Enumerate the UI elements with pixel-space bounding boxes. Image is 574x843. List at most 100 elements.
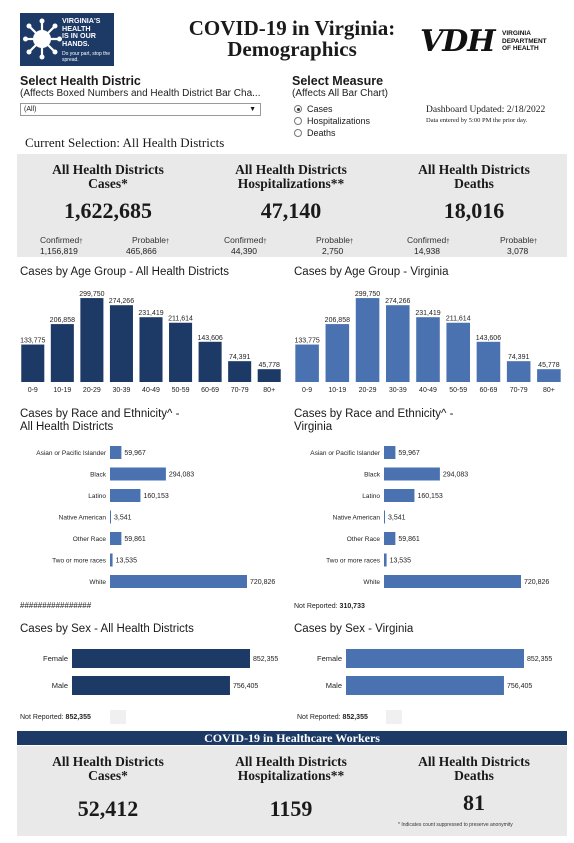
bar-value-label: 45,778 (538, 362, 560, 369)
sex-district-not-reported-swatch (110, 710, 126, 724)
race-district-note: ################ (20, 601, 92, 610)
category-label: Two or more races (52, 558, 107, 565)
stat-deaths-probable-label: Probable† (500, 235, 538, 245)
bar-two-or-more-races (110, 553, 113, 567)
bar-asian-or-pacific-islander (110, 446, 122, 459)
stat-cases-probable-value: 465,866 (126, 246, 157, 256)
measure-option-hospitalizations[interactable]: Hospitalizations (294, 115, 370, 127)
bar-40-49 (416, 317, 440, 382)
bar-value-label: 59,967 (398, 450, 420, 457)
bar-80+ (537, 369, 561, 382)
stat-hosp-probable-label: Probable† (316, 235, 354, 245)
bar-other-race (384, 532, 396, 545)
sex-va-not-reported: Not Reported: 852,355 (297, 714, 368, 721)
stat-cases-probable-label: Probable† (132, 235, 170, 245)
bar-value-label: 74,391 (229, 354, 251, 361)
bar-30-39 (385, 305, 410, 382)
x-tick-label: 40-49 (142, 387, 160, 394)
category-label: Latino (362, 493, 380, 500)
x-tick-label: 0-9 (28, 387, 38, 394)
category-label: White (89, 579, 106, 586)
bar-latino (110, 489, 141, 502)
bar-50-59 (169, 322, 193, 382)
bar-value-label: 720,826 (524, 579, 549, 586)
sex-va-title: Cases by Sex - Virginia (294, 623, 414, 635)
sex-district-title: Cases by Sex - All Health Districts (20, 623, 194, 635)
bar-0-9 (21, 344, 45, 382)
x-tick-label: 0-9 (302, 387, 312, 394)
bar-male (346, 676, 504, 695)
hcw-cases-value: 52,412 (77, 796, 139, 821)
bar-50-59 (446, 322, 471, 382)
virginia-health-logo: VIRGINIA'S HEALTH IS IN OUR HANDS. Do yo… (20, 13, 114, 66)
bar-male (72, 676, 230, 695)
measure-radio-group: Cases Hospitalizations Deaths (294, 103, 370, 139)
age-va-title: Cases by Age Group - Virginia (294, 266, 449, 278)
bar-value-label: 299,750 (355, 291, 380, 298)
stat-cases-confirmed-value: 1,156,819 (40, 246, 78, 256)
bar-native-american (384, 510, 385, 524)
x-tick-label: 50-59 (172, 387, 190, 394)
bar-value-label: 3,541 (388, 515, 406, 522)
bar-value-label: 852,355 (253, 656, 278, 663)
measure-filter-title: Select Measure (292, 74, 384, 88)
measure-option-cases[interactable]: Cases (294, 103, 370, 115)
bar-black (384, 467, 440, 481)
category-label: Female (317, 654, 342, 663)
stat-hosp-confirmed-value: 44,390 (231, 246, 257, 256)
stat-hosp-confirmed-label: Confirmed† (224, 235, 267, 245)
stat-cases-title: All Health Districts Cases* (52, 162, 164, 191)
bar-40-49 (139, 317, 163, 382)
x-tick-label: 20-29 (359, 387, 377, 394)
category-label: Male (326, 681, 342, 690)
healthcare-band-title: COVID-19 in Healthcare Workers (17, 731, 567, 745)
bar-value-label: 720,826 (250, 579, 275, 586)
vdh-department: VIRGINIA DEPARTMENT OF HEALTH (502, 30, 547, 52)
hcw-hosp-value: 1159 (269, 796, 313, 821)
bar-value-label: 13,535 (390, 558, 412, 565)
x-tick-label: 50-59 (449, 387, 467, 394)
bar-value-label: 160,153 (143, 493, 168, 500)
page-title: COVID-19 in Virginia: Demographics (188, 16, 396, 61)
bar-value-label: 274,266 (109, 298, 134, 305)
bar-asian-or-pacific-islander (384, 446, 396, 459)
measure-option-deaths[interactable]: Deaths (294, 127, 370, 139)
bar-white (110, 575, 247, 588)
sex-district-chart: Female 852,355 Male 756,405 (43, 649, 278, 695)
category-label: Asian or Pacific Islander (310, 450, 381, 457)
bar-value-label: 143,606 (197, 335, 222, 342)
x-tick-label: 20-29 (83, 387, 101, 394)
bar-value-label: 59,967 (124, 450, 146, 457)
sex-district-not-reported: Not Reported: 852,355 (20, 714, 91, 721)
bar-value-label: 231,419 (415, 310, 440, 317)
logo-text: VIRGINIA'S HEALTH IS IN OUR HANDS. (62, 16, 101, 48)
hcw-cases-title: All Health Districts Cases* (52, 754, 164, 783)
x-tick-label: 30-39 (112, 387, 130, 394)
category-label: White (363, 579, 380, 586)
bar-80+ (257, 369, 281, 382)
hcw-deaths-title: All Health Districts Deaths (418, 754, 530, 783)
race-district-chart: Asian or Pacific Islander 59,967 Black 294,… (36, 446, 275, 588)
bar-10-19 (325, 324, 350, 382)
district-select[interactable]: (All) ▼ (20, 103, 261, 116)
category-label: Other Race (347, 536, 381, 543)
stat-deaths-confirmed-label: Confirmed† (407, 235, 450, 245)
x-tick-label: 10-19 (53, 387, 71, 394)
bar-white (384, 575, 521, 588)
hcw-deaths-value: 81 (463, 790, 485, 815)
x-tick-label: 80+ (543, 387, 555, 394)
stat-hosp-value: 47,140 (260, 198, 322, 223)
dashboard-updated: Dashboard Updated: 2/18/2022 (426, 105, 546, 115)
race-va-chart: Asian or Pacific Islander 59,967 Black 294,… (310, 446, 549, 588)
summary-panel (17, 154, 567, 257)
stat-cases-value: 1,622,685 (64, 198, 152, 223)
stat-deaths-confirmed-value: 14,938 (414, 246, 440, 256)
x-tick-label: 10-19 (328, 387, 346, 394)
x-tick-label: 70-79 (510, 387, 528, 394)
x-tick-label: 30-39 (389, 387, 407, 394)
district-filter-subtitle: (Affects Boxed Numbers and Health Distri… (20, 88, 261, 99)
bar-value-label: 143,606 (476, 335, 501, 342)
bar-70-79 (506, 361, 531, 382)
bar-value-label: 294,083 (443, 472, 468, 479)
age-district-title: Cases by Age Group - All Health District… (20, 266, 229, 278)
